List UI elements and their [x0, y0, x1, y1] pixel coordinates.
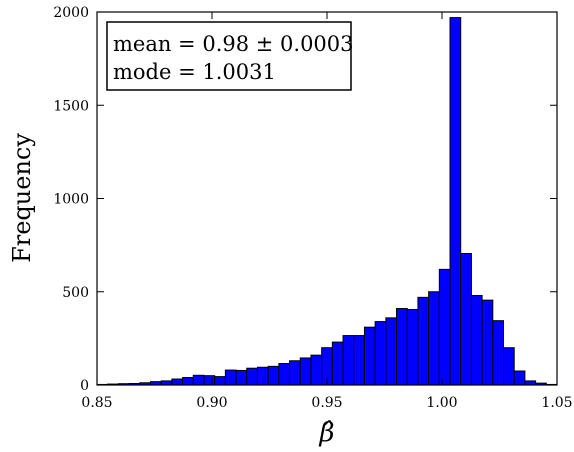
histogram-bar	[417, 296, 430, 386]
histogram-bar	[353, 335, 365, 386]
histogram-bar	[203, 375, 216, 386]
x-tick-label: 0.95	[311, 395, 342, 411]
histogram-bar	[331, 341, 344, 386]
histogram-bar	[481, 299, 494, 386]
histogram-bar	[182, 377, 194, 386]
histogram-bar	[310, 354, 323, 386]
histogram-bar	[470, 294, 483, 386]
histogram-bar	[214, 376, 226, 386]
y-tick-label: 500	[62, 285, 89, 301]
legend-mode-text: mode = 1.0031	[113, 60, 276, 84]
legend-mean-text: mean = 0.98 ± 0.0003	[113, 32, 354, 56]
histogram-bar	[160, 380, 173, 386]
histogram-bar	[289, 360, 301, 386]
x-tick-label: 0.85	[81, 395, 112, 411]
histogram-bar	[503, 347, 515, 386]
histogram-bar	[438, 268, 451, 386]
histogram-bar	[299, 357, 312, 386]
x-axis-title: β̂	[318, 418, 334, 448]
legend-frame	[106, 21, 352, 91]
histogram-bar	[428, 291, 440, 386]
x-tick-label: 0.90	[196, 395, 227, 411]
histogram-bar	[374, 321, 387, 386]
histogram-bar	[385, 317, 398, 386]
histogram-bar	[460, 253, 472, 386]
histogram-bar	[363, 326, 376, 386]
y-axis-title: Frequency	[8, 133, 36, 263]
histogram-bars	[96, 17, 558, 386]
histogram-bar	[246, 367, 258, 386]
y-tick-label: 1500	[53, 98, 89, 114]
histogram-bar	[524, 380, 537, 386]
histogram-bar	[235, 369, 248, 386]
histogram-bar	[449, 17, 462, 386]
x-tick-label: 1.05	[541, 395, 572, 411]
y-tick-label: 1000	[53, 192, 89, 208]
y-tick-label: 2000	[53, 5, 89, 21]
x-tick-label: 1.00	[426, 395, 457, 411]
histogram-bar	[171, 378, 184, 386]
histogram-bar	[396, 308, 408, 386]
axis-ticks	[96, 11, 558, 386]
histogram-bar	[406, 308, 419, 386]
histogram-bar	[267, 365, 280, 386]
histogram-bar	[513, 370, 526, 386]
legend-box: mean = 0.98 ± 0.0003 mode = 1.0031	[106, 21, 354, 91]
histogram-bar	[256, 366, 269, 386]
histogram-bar	[224, 369, 237, 386]
axis-tick-labels: 0.85 0.90 0.95 1.00 1.05 0 500 1000 1500 2000	[53, 5, 572, 411]
histogram-bar	[278, 363, 291, 386]
histogram-bar	[192, 374, 205, 386]
histogram-bar	[492, 320, 505, 386]
y-tick-label: 0	[80, 378, 89, 394]
histogram-bar	[342, 335, 355, 386]
